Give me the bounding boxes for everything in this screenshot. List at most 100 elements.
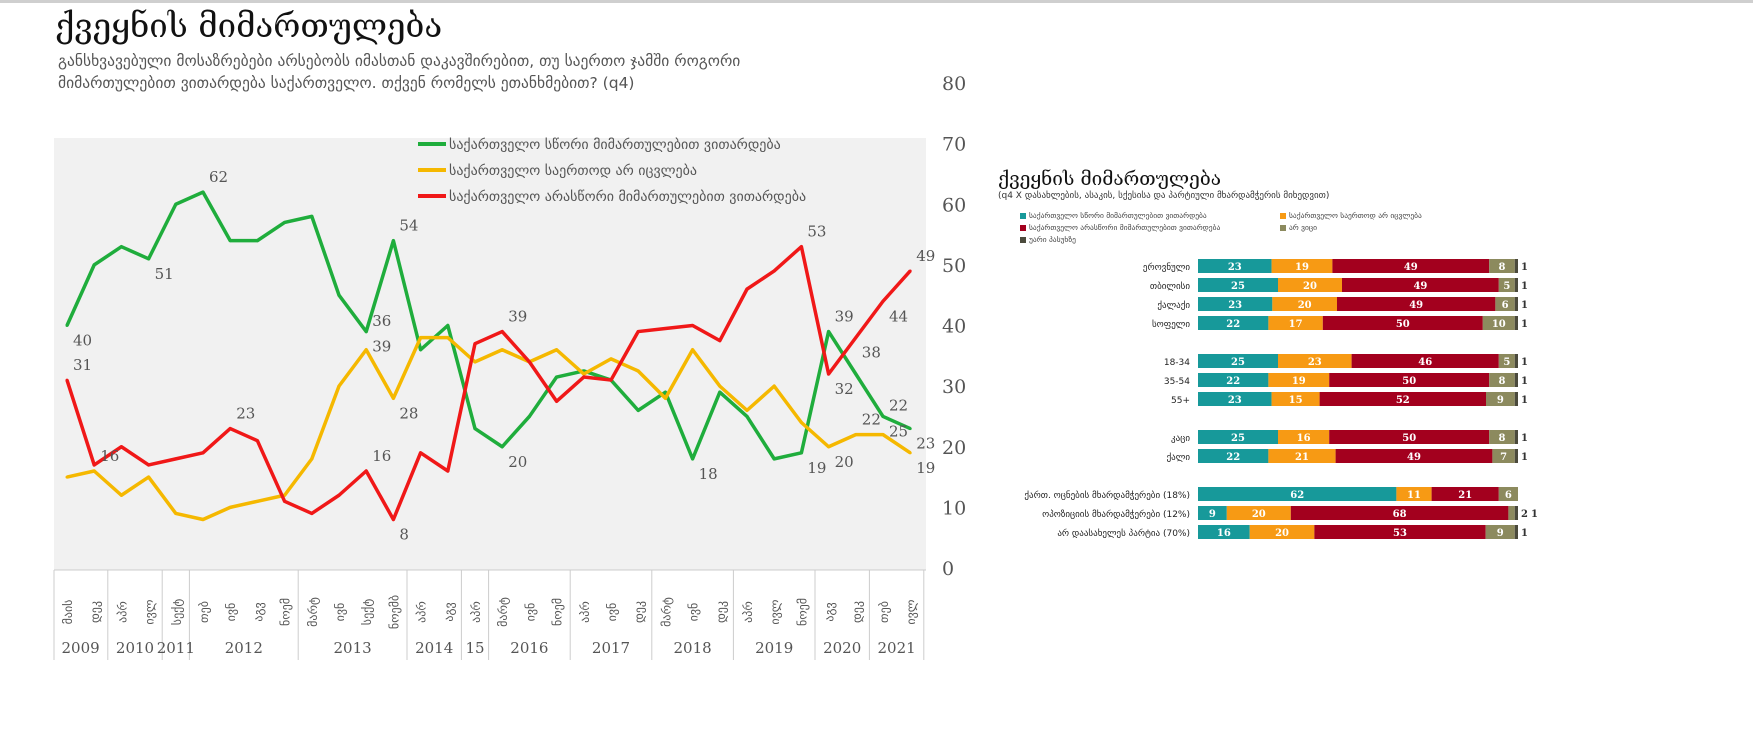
bar-chart-title: ქვეყნის მიმართულება <box>998 168 1221 190</box>
bar-value-label: 50 <box>1396 319 1410 330</box>
year-label: 2013 <box>334 639 372 657</box>
x-tick-label: აპრ <box>415 601 429 623</box>
year-label: 2018 <box>674 639 712 657</box>
row-label: ქალი <box>1167 452 1191 463</box>
data-point <box>119 445 123 449</box>
data-point <box>201 518 205 521</box>
series-line <box>65 244 912 522</box>
bar-segment <box>1514 297 1518 311</box>
data-point <box>201 451 205 455</box>
bar-segment <box>1336 297 1496 311</box>
x-tick-label: ივლ <box>904 599 918 624</box>
data-point <box>799 451 803 455</box>
year-label: 2021 <box>878 639 916 657</box>
top-border <box>0 0 1753 3</box>
bar-value-label: 9 <box>1497 528 1504 539</box>
data-point <box>799 245 803 249</box>
page-subtitle: განსხვავებული მოსაზრებები არსებობს იმასთ… <box>58 52 741 92</box>
data-label: 20 <box>508 453 527 471</box>
bar-segment <box>1198 373 1269 387</box>
data-label: 25 <box>889 422 908 440</box>
data-point <box>473 360 477 364</box>
bar-segment <box>1278 354 1352 368</box>
bar-value-label: 23 <box>1228 300 1242 311</box>
y-tick-label: 60 <box>942 194 966 216</box>
row-label: არ დაასახელეს პარტია (70%) <box>1057 528 1190 539</box>
bar-segment <box>1396 487 1432 501</box>
data-point <box>391 396 395 400</box>
x-tick-label: ივლ <box>143 599 157 624</box>
bar-segment <box>1198 354 1278 368</box>
bar-segment <box>1198 316 1269 330</box>
bar-segment <box>1498 278 1515 292</box>
data-point <box>663 327 667 331</box>
bar-value-label: 1 <box>1521 262 1528 273</box>
year-label: 2010 <box>116 639 154 657</box>
bar-value-label: 6 <box>1502 300 1509 311</box>
bar-value-label: 49 <box>1404 262 1418 273</box>
bar-value-label: 8 <box>1499 262 1506 273</box>
x-tick-label: ივნ <box>523 603 537 622</box>
x-tick-label: აპრ <box>469 601 483 623</box>
data-label: 22 <box>862 411 881 429</box>
bar-value-label: 1 <box>1521 319 1528 330</box>
bar-segment <box>1492 449 1515 463</box>
row-label: ოპოზიციის მხარდამჭერები (12%) <box>1042 509 1190 520</box>
year-label: 2020 <box>823 639 861 657</box>
bar-value-label: 1 <box>1521 300 1528 311</box>
data-point <box>228 427 232 431</box>
row-label: 18-34 <box>1164 358 1190 368</box>
data-point <box>174 511 178 515</box>
data-point <box>337 384 341 388</box>
legend-item: საქართველო საერთოდ არ იცვლება <box>1280 211 1480 220</box>
data-point <box>799 421 803 424</box>
bar-segment <box>1431 487 1499 501</box>
data-label: 16 <box>100 447 119 465</box>
data-label: 23 <box>916 435 935 453</box>
data-point <box>908 269 912 273</box>
data-label: 16 <box>372 447 391 465</box>
x-tick-label: აგვ <box>251 602 265 621</box>
series-line <box>66 335 912 522</box>
data-point <box>174 457 178 461</box>
data-point <box>527 360 531 364</box>
data-label: 38 <box>862 344 881 362</box>
data-label: 19 <box>807 459 826 477</box>
bar-segment <box>1319 392 1486 406</box>
bar-value-label: 1 <box>1521 395 1528 406</box>
data-point <box>663 396 667 400</box>
data-label: 39 <box>372 338 391 356</box>
x-tick-label: სექტ <box>170 599 184 626</box>
data-point <box>772 384 776 388</box>
data-point <box>92 463 96 467</box>
x-tick-label: აგვ <box>442 602 456 621</box>
bar-segment <box>1498 354 1515 368</box>
data-point <box>718 339 722 343</box>
data-point <box>310 214 314 218</box>
x-tick-label: ივნ <box>605 603 619 622</box>
year-label: 2016 <box>510 639 548 657</box>
bar-segment <box>1514 392 1518 406</box>
bar-value-label: 49 <box>1409 300 1423 311</box>
x-tick-label: თებ <box>197 601 211 623</box>
data-point <box>881 433 885 437</box>
y-tick-label: 40 <box>942 316 966 338</box>
x-tick-label: ნოემ <box>551 598 565 626</box>
bar-value-label: 5 <box>1503 357 1510 368</box>
data-point <box>772 269 776 273</box>
data-point <box>92 469 96 473</box>
data-point <box>174 202 178 206</box>
x-tick-label: თებ <box>877 601 891 623</box>
bar-value-label: 23 <box>1228 395 1242 406</box>
bar-value-label: 20 <box>1252 509 1266 520</box>
data-point <box>500 330 504 334</box>
data-point <box>283 220 287 224</box>
data-point <box>500 348 504 352</box>
bar-value-label: 19 <box>1295 262 1309 273</box>
bar-value-label: 62 <box>1290 490 1304 501</box>
x-tick-label: აპრ <box>578 601 592 623</box>
x-tick-label: ნოემბ <box>387 595 401 629</box>
data-point <box>473 427 477 431</box>
bar-value-label: 16 <box>1297 433 1311 444</box>
bar-value-label: 1 <box>1521 281 1528 292</box>
